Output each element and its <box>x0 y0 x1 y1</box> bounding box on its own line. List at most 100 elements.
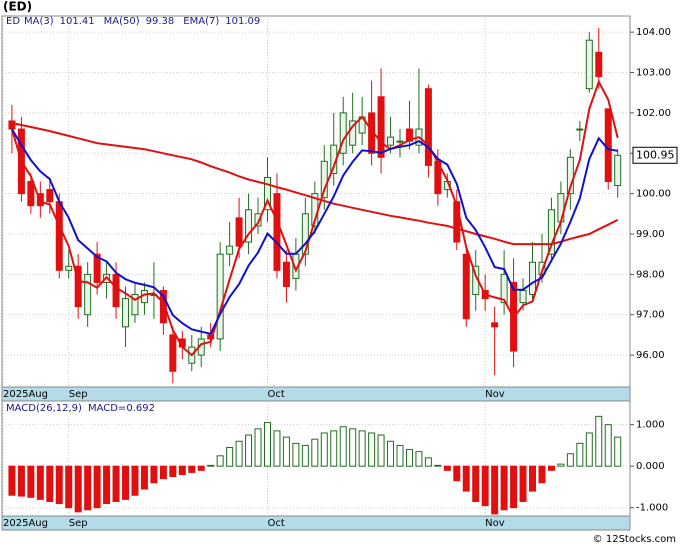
macd-bar <box>84 465 92 511</box>
footer: © 12Stocks.com <box>593 534 676 545</box>
macd-bar <box>424 457 432 467</box>
y-tick-label: 100.00 <box>636 189 671 200</box>
macd-bar <box>387 440 395 467</box>
candle-body <box>349 120 357 146</box>
legend-value: 101.41 <box>60 16 95 27</box>
macd-bar <box>557 463 565 467</box>
candle-body <box>112 273 120 308</box>
macd-bar <box>538 465 546 484</box>
macd-bar <box>614 436 622 467</box>
x-tick-label: Oct <box>267 389 284 400</box>
y-tick-label: 103.00 <box>636 68 671 79</box>
candle-body <box>547 209 555 255</box>
macd-bar <box>103 465 111 505</box>
date-strip <box>1 386 631 402</box>
macd-bar <box>150 465 158 484</box>
x-tick-label: Sep <box>69 518 88 529</box>
ticker: ED <box>6 16 20 27</box>
candle-body <box>424 88 432 166</box>
macd-bar <box>330 430 338 467</box>
macd-bar <box>17 465 25 497</box>
legend-value: 99.38 <box>146 16 175 27</box>
x-tick-label: Sep <box>69 389 88 400</box>
macd-bar <box>197 465 205 471</box>
macd-bar <box>462 465 470 492</box>
macd-bar <box>472 465 480 502</box>
macd-bar <box>519 465 527 502</box>
candle-body <box>405 128 413 142</box>
macd-bar <box>500 465 508 511</box>
macd-bar <box>131 465 139 496</box>
x-tick-label: Nov <box>485 518 505 529</box>
x-tick-label: 2025Aug <box>3 389 48 400</box>
macd-bar <box>529 465 537 492</box>
chart-title: (ED) <box>3 0 32 14</box>
candle-body <box>500 273 508 304</box>
y-tick-label: 99.00 <box>636 229 665 240</box>
macd-bar <box>169 465 177 478</box>
macd-bar <box>36 465 44 500</box>
candle-body <box>339 112 347 154</box>
candle-body <box>529 261 537 296</box>
macd-bar <box>434 464 442 467</box>
macd-bar <box>595 415 603 467</box>
candle-body <box>245 209 253 243</box>
y-tick-label: -1.000 <box>636 503 668 514</box>
last-price-box <box>632 146 678 164</box>
y-tick-label: 97.00 <box>636 310 665 321</box>
macd-bar <box>65 465 73 509</box>
macd-bar <box>481 465 489 507</box>
candle-body <box>159 290 167 324</box>
candle-body <box>301 213 309 255</box>
macd-bar <box>358 430 366 467</box>
x-tick-label: Nov <box>485 389 505 400</box>
legend-name: MA(50) <box>104 16 140 27</box>
macd-bar <box>604 424 612 467</box>
candle-body <box>614 154 622 187</box>
ma-line <box>11 122 619 246</box>
candle-body <box>519 290 527 304</box>
macd-bar <box>226 446 234 467</box>
candle-body <box>377 96 385 158</box>
macd-bar <box>254 428 262 467</box>
candle-body <box>46 189 54 203</box>
macd-bar <box>178 465 186 475</box>
legend-name: EMA(7) <box>183 16 219 27</box>
macd-bar <box>405 449 413 467</box>
candle-body <box>226 245 234 255</box>
macd-name: MACD(26,12,9) <box>6 403 82 414</box>
macd-bar <box>547 465 555 471</box>
candle-body <box>65 265 73 271</box>
candle-body <box>235 217 243 247</box>
macd-bar <box>510 465 518 509</box>
macd-bar <box>585 432 593 467</box>
macd-bar <box>320 432 328 467</box>
candle-body <box>93 253 101 283</box>
macd-bar <box>112 465 120 502</box>
macd-bar <box>415 451 423 467</box>
macd-bar <box>282 436 290 467</box>
y-tick-label: 104.00 <box>636 27 671 38</box>
legend-value: 101.09 <box>225 16 260 27</box>
candle-body <box>74 265 82 308</box>
macd-bar <box>263 422 271 467</box>
candle-body <box>8 120 16 130</box>
candle-body <box>595 51 603 78</box>
macd-bar <box>566 453 574 467</box>
macd-bar <box>55 465 63 505</box>
macd-bar <box>27 465 35 498</box>
x-tick-label: 2025Aug <box>3 518 48 529</box>
candle-body <box>254 213 262 227</box>
candle-body <box>216 253 224 340</box>
candle-body <box>576 128 584 131</box>
macd-bar <box>188 465 196 473</box>
y-tick-label: 1.000 <box>636 420 665 431</box>
candle-body <box>282 261 290 287</box>
macd-bar <box>93 465 101 509</box>
macd-bar <box>377 434 385 467</box>
candle-body <box>131 294 139 316</box>
candle-body <box>396 140 404 143</box>
macd-bar <box>235 440 243 467</box>
candle-body <box>462 253 470 320</box>
